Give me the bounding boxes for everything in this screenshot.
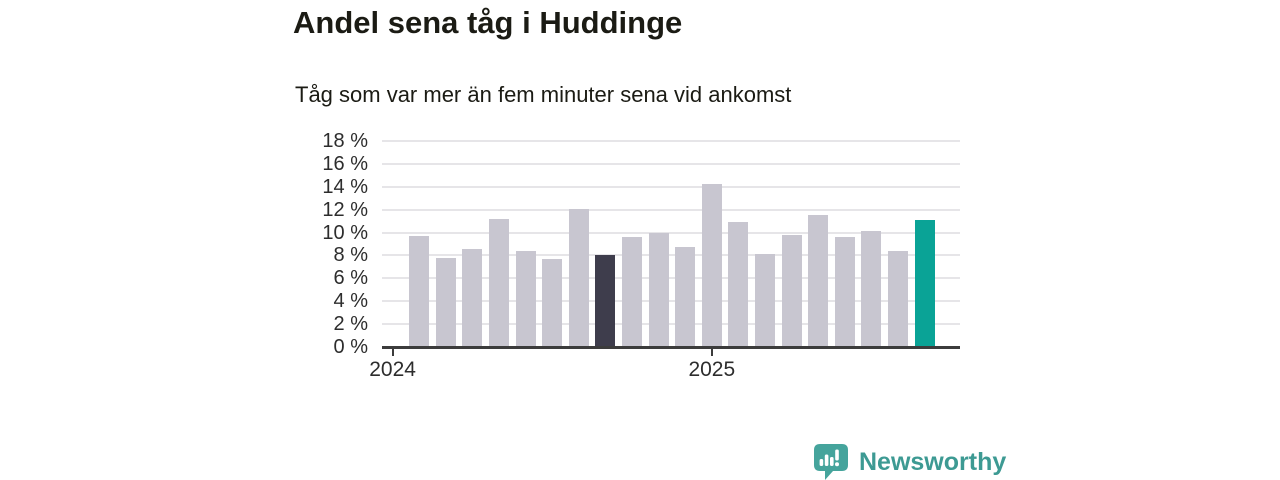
bar xyxy=(781,234,802,347)
gridline xyxy=(382,208,960,211)
x-tick-label: 2025 xyxy=(688,358,736,381)
y-tick-label: 8 % xyxy=(333,244,368,267)
x-tick-label: 2024 xyxy=(369,358,416,381)
newsworthy-bubble-chart-icon xyxy=(812,443,850,480)
bar xyxy=(648,232,669,347)
bar-highlight-latest xyxy=(914,219,935,347)
bar xyxy=(701,184,722,347)
bar xyxy=(888,250,908,347)
bar xyxy=(728,222,749,347)
chart-subtitle: Tåg som var mer än fem minuter sena vid … xyxy=(295,82,792,107)
gridline xyxy=(382,323,960,326)
y-tick-label: 6 % xyxy=(333,267,368,290)
gridline xyxy=(382,254,960,257)
y-tick-label: 14 % xyxy=(322,175,368,198)
bar xyxy=(568,208,589,347)
y-tick-label: 0 % xyxy=(333,336,368,358)
gridline xyxy=(382,300,960,303)
y-tick-label: 10 % xyxy=(322,221,368,244)
bar xyxy=(515,250,536,347)
x-axis-line xyxy=(382,346,960,349)
bar xyxy=(542,258,563,347)
bar xyxy=(435,257,456,347)
y-tick-label: 18 % xyxy=(322,130,368,152)
gridline xyxy=(382,162,960,165)
bar xyxy=(622,237,642,347)
bar xyxy=(675,247,696,347)
newsworthy-wordmark: Newsworthy xyxy=(859,447,1007,476)
bar xyxy=(808,215,829,347)
y-tick-label: 12 % xyxy=(322,198,368,221)
bar xyxy=(462,248,483,347)
x-axis-tick xyxy=(391,348,394,356)
bar xyxy=(861,231,882,347)
y-tick-label: 4 % xyxy=(333,290,368,313)
y-tick-label: 16 % xyxy=(322,152,368,175)
newsworthy-logo: Newsworthy xyxy=(812,443,1006,480)
gridline xyxy=(382,140,960,142)
bar xyxy=(489,218,509,347)
y-tick-label: 2 % xyxy=(333,313,368,336)
bar-highlight-previous-year xyxy=(595,255,616,347)
gridline xyxy=(382,277,960,280)
gridline xyxy=(382,231,960,234)
page-title: Andel sena tåg i Huddinge xyxy=(293,5,683,40)
gridline xyxy=(382,185,960,188)
bar xyxy=(834,237,855,347)
bar xyxy=(755,254,775,347)
x-axis-tick xyxy=(710,348,713,356)
bar xyxy=(409,235,430,347)
